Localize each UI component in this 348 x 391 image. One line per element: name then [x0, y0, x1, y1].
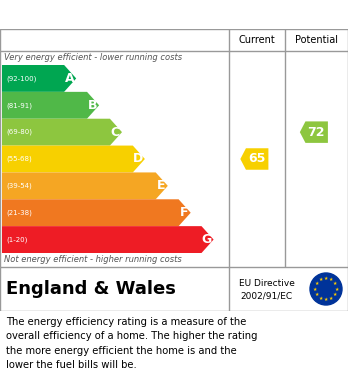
Text: ★: ★: [329, 277, 333, 282]
Text: ★: ★: [318, 277, 323, 282]
Text: F: F: [180, 206, 189, 219]
Text: (69-80): (69-80): [6, 129, 32, 135]
Text: 2002/91/EC: 2002/91/EC: [240, 291, 293, 300]
Text: D: D: [133, 152, 143, 165]
Text: (81-91): (81-91): [6, 102, 32, 109]
Text: Energy Efficiency Rating: Energy Efficiency Rating: [10, 7, 220, 22]
Polygon shape: [2, 199, 191, 226]
Text: B: B: [88, 99, 97, 112]
Text: The energy efficiency rating is a measure of the
overall efficiency of a home. T: The energy efficiency rating is a measur…: [6, 317, 258, 370]
Text: 72: 72: [307, 126, 325, 139]
Polygon shape: [2, 92, 99, 119]
Polygon shape: [2, 65, 76, 92]
Text: ★: ★: [333, 281, 338, 286]
Polygon shape: [240, 148, 268, 170]
Polygon shape: [2, 172, 168, 199]
Text: ★: ★: [324, 297, 328, 302]
Text: Not energy efficient - higher running costs: Not energy efficient - higher running co…: [4, 255, 182, 264]
Text: ★: ★: [334, 287, 339, 292]
Text: ★: ★: [329, 296, 333, 301]
Polygon shape: [2, 226, 214, 253]
Circle shape: [310, 273, 342, 305]
Text: ★: ★: [333, 292, 338, 297]
Text: ★: ★: [318, 296, 323, 301]
Polygon shape: [300, 121, 328, 143]
Text: EU Directive: EU Directive: [239, 279, 294, 288]
Text: Potential: Potential: [295, 35, 338, 45]
Text: (1-20): (1-20): [6, 236, 27, 243]
Text: ★: ★: [315, 281, 319, 286]
Text: C: C: [111, 126, 120, 139]
Text: ★: ★: [324, 276, 328, 281]
Text: G: G: [201, 233, 212, 246]
Text: (39-54): (39-54): [6, 183, 32, 189]
Text: (55-68): (55-68): [6, 156, 32, 162]
Text: England & Wales: England & Wales: [6, 280, 176, 298]
Text: ★: ★: [315, 292, 319, 297]
Text: E: E: [157, 179, 166, 192]
Text: Very energy efficient - lower running costs: Very energy efficient - lower running co…: [4, 54, 182, 63]
Text: 65: 65: [248, 152, 266, 165]
Text: Current: Current: [239, 35, 276, 45]
Text: ★: ★: [313, 287, 317, 292]
Text: A: A: [65, 72, 74, 85]
Polygon shape: [2, 145, 145, 172]
Polygon shape: [2, 119, 122, 145]
Text: (21-38): (21-38): [6, 210, 32, 216]
Text: (92-100): (92-100): [6, 75, 37, 82]
